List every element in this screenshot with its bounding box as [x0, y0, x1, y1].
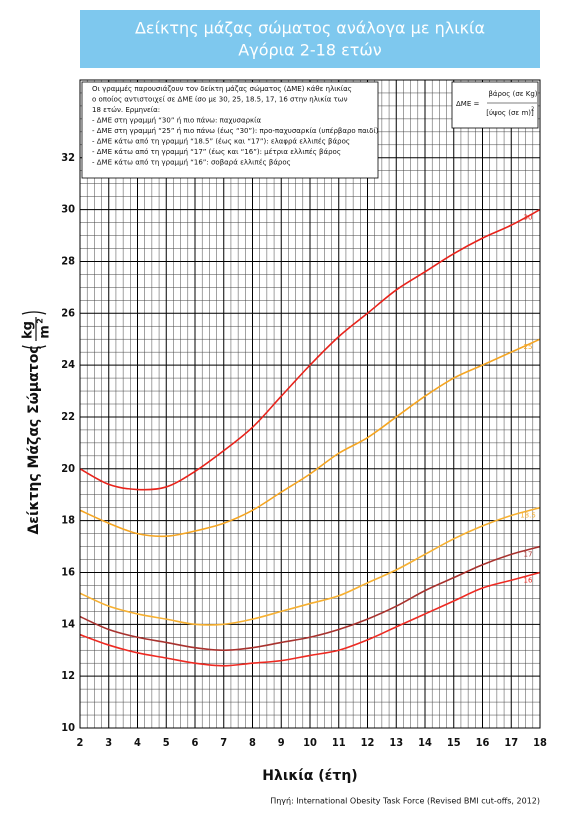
chart-subtitle: Αγόρια 2-18 ετών — [238, 41, 381, 60]
note-line: - ΔΜΕ κάτω από τη γραμμή “18.5” (έως και… — [92, 138, 350, 146]
series-label: 16 — [524, 576, 533, 584]
note-line: Οι γραμμές παρουσιάζουν τον δείκτη μάζας… — [92, 85, 352, 93]
y-unit-exp: 2 — [36, 318, 45, 324]
series-label: 17 — [524, 551, 533, 559]
x-tick-label: 4 — [134, 736, 141, 749]
chart-title: Δείκτης μάζας σώματος ανάλογα με ηλικία — [135, 19, 485, 38]
x-tick-label: 7 — [220, 736, 227, 749]
y-tick-label: 16 — [61, 565, 75, 578]
y-unit-den: m — [38, 325, 53, 339]
x-tick-label: 12 — [361, 736, 375, 749]
source: Πηγή: International Obesity Task Force (… — [270, 797, 540, 806]
x-tick-label: 3 — [105, 736, 112, 749]
x-tick-label: 16 — [476, 736, 490, 749]
x-tick-label: 13 — [389, 736, 403, 749]
y-label: Δείκτης Μάζας Σώματος — [26, 345, 42, 534]
x-tick-label: 6 — [192, 736, 199, 749]
note-line: - ΔΜΕ στη γραμμή “30” ή πιο πάνω: παχυσα… — [92, 117, 262, 125]
y-tick-label: 32 — [61, 151, 75, 164]
series-line — [79, 545, 541, 652]
series-label: 25 — [524, 343, 533, 351]
y-tick-label: 28 — [61, 254, 75, 267]
x-tick-label: 10 — [303, 736, 317, 749]
note-line: ο οποίος αντιστοιχεί σε ΔΜΕ ίσο με 30, 2… — [92, 96, 348, 104]
formula-numerator: βάρος (σε Kg) — [488, 90, 537, 98]
x-tick-label: 18 — [533, 736, 547, 749]
series-line — [79, 571, 541, 667]
notes-box — [81, 81, 379, 179]
y-tick-label: 12 — [61, 669, 75, 682]
note-line: - ΔΜΕ κάτω από τη γραμμή “17” (έως και “… — [92, 148, 341, 156]
series-line — [79, 338, 541, 538]
y-tick-label: 30 — [61, 203, 75, 216]
y-tick-label: 26 — [61, 306, 75, 319]
title-banner — [80, 10, 540, 68]
formula-lhs: ΔΜΕ = — [456, 100, 479, 108]
paren — [21, 345, 47, 349]
x-tick-label: 14 — [418, 736, 432, 749]
note-line: 18 ετών. Ερμηνεία: — [92, 106, 160, 114]
series-label: 18.5 — [520, 512, 536, 520]
y-tick-label: 18 — [61, 514, 75, 527]
x-tick-label: 9 — [278, 736, 285, 749]
y-tick-label: 14 — [61, 617, 75, 630]
formula-exponent: 2 — [531, 107, 534, 113]
formula-denominator: [ύψος (σε m)] — [486, 109, 534, 117]
note-line: - ΔΜΕ κάτω από τη γραμμή “16”: σοβαρά ελ… — [92, 159, 291, 167]
x-label: Ηλικία (έτη) — [262, 768, 357, 784]
x-tick-label: 2 — [77, 736, 84, 749]
y-tick-label: 22 — [61, 410, 75, 423]
x-tick-label: 11 — [332, 736, 346, 749]
note-line: - ΔΜΕ στη γραμμή “25” ή πιο πάνω (έως “3… — [92, 127, 379, 135]
formula-box — [451, 81, 539, 129]
paren — [21, 311, 47, 315]
y-unit-num: kg — [21, 321, 36, 339]
plot-frame — [79, 79, 541, 729]
y-tick-label: 24 — [61, 358, 75, 371]
series-label: 30 — [524, 214, 533, 222]
x-tick-label: 8 — [249, 736, 256, 749]
y-axis-label: Δείκτης Μάζας Σώματος kg m 2 — [21, 311, 53, 535]
x-tick-label: 15 — [447, 736, 461, 749]
x-tick-label: 17 — [504, 736, 518, 749]
y-tick-label: 20 — [61, 462, 75, 475]
series-line — [79, 208, 541, 491]
y-tick-label: 10 — [61, 721, 75, 734]
x-tick-label: 5 — [163, 736, 170, 749]
lines: 30 25 18.5 17 16 — [79, 208, 541, 667]
series-line — [79, 506, 541, 626]
